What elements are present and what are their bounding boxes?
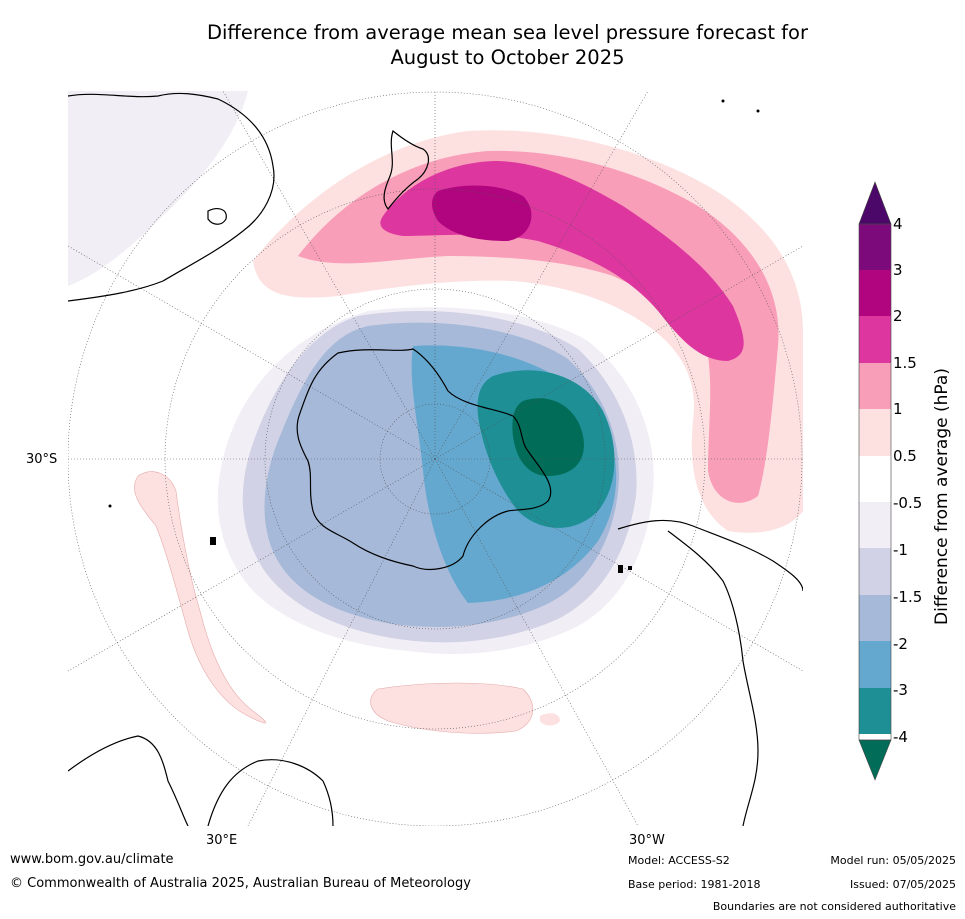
colorbar-tick-neg-4: -4 (893, 728, 908, 746)
colorbar-tick-0.5: 0.5 (893, 447, 917, 465)
chart-title: Difference from average mean sea level p… (110, 20, 905, 70)
footer-model-run: Model run: 05/05/2025 (830, 854, 956, 867)
colorbar-3-4 (859, 224, 891, 270)
lon-label-30w: 30°W (629, 833, 665, 848)
colorbar-0.5-1 (859, 409, 891, 456)
colorbar-title: Difference from average (hPa) (932, 368, 952, 625)
contour-pos-2 (432, 185, 532, 241)
contour-pos-patch-south (370, 682, 533, 734)
australia-outline (68, 92, 275, 302)
footer-issued: Issued: 07/05/2025 (849, 878, 956, 891)
new-zealand-outline (383, 129, 430, 210)
antarctica-outline (296, 348, 552, 570)
colorbar-1-1.5 (859, 363, 891, 409)
colorbar-tick-3: 3 (893, 261, 903, 279)
colorbar-neutral (859, 456, 891, 502)
colorbar-tick-neg-2: -2 (893, 635, 908, 653)
footer-copyright: © Commonwealth of Australia 2025, Austra… (10, 876, 471, 891)
graticule (68, 91, 803, 826)
footer-url[interactable]: www.bom.gov.au/climate (10, 852, 174, 867)
contour-neg-4 (512, 398, 584, 476)
colorbar-tick-neg-1: -1 (893, 541, 908, 559)
colorbar-neg-1-1.5 (859, 548, 891, 595)
colorbar-1.5-2 (859, 316, 891, 363)
colorbar-tick-1: 1 (893, 400, 903, 418)
lon-label-30e: 30°E (206, 833, 238, 848)
polar-map (68, 91, 803, 826)
colorbar-neg-1.5-2 (859, 595, 891, 641)
footer-model: Model: ACCESS-S2 (628, 854, 730, 867)
colorbar-tick-neg-1.5: -1.5 (893, 588, 923, 606)
colorbar-tick-neg-3: -3 (893, 681, 908, 699)
colorbar-tick-2: 2 (893, 307, 903, 325)
colorbar-tick-1.5: 1.5 (893, 354, 917, 372)
contour-pos-patch-small (540, 713, 560, 726)
colorbar-neg-2-3 (859, 641, 891, 688)
title-line-2: August to October 2025 (390, 46, 625, 69)
colorbar-tick-4: 4 (893, 215, 903, 233)
colorbar-2-3 (859, 270, 891, 316)
contour-pos-patch-west (134, 471, 266, 724)
islands (108, 99, 760, 573)
southern-africa-outline (68, 735, 334, 826)
colorbar-under-triangle (859, 740, 891, 780)
south-america-outline (617, 519, 803, 826)
tasmania-outline (207, 208, 227, 225)
colorbar-over-triangle (859, 182, 891, 224)
colorbar-under-border (858, 739, 892, 781)
title-line-1: Difference from average mean sea level p… (207, 21, 808, 44)
lat-label-30s: 30°S (26, 452, 58, 467)
footer-disclaimer: Boundaries are not considered authoritat… (712, 900, 956, 913)
colorbar (855, 180, 965, 785)
colorbar-over-border (858, 181, 892, 225)
contour-neg-patch-australia (68, 91, 248, 286)
colorbar-neg-0.5-1 (859, 502, 891, 548)
colorbar-neg-3-4 (859, 688, 891, 734)
footer-base-period: Base period: 1981-2018 (628, 878, 761, 891)
colorbar-tick-neg-0.5: -0.5 (893, 494, 923, 512)
